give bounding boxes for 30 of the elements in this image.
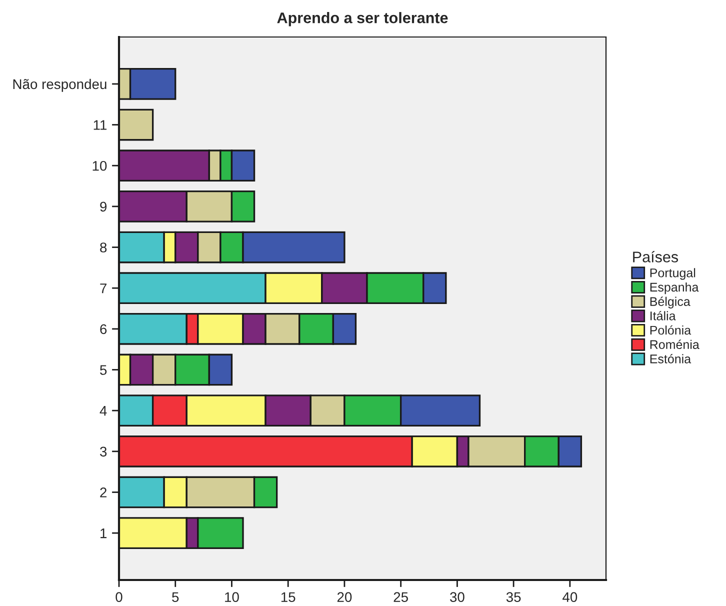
y-tick-label: 3 <box>100 446 107 457</box>
x-tick-label: 0 <box>116 592 122 602</box>
x-tick-label: 10 <box>225 592 239 602</box>
legend-label: Itália <box>650 310 676 320</box>
legend-label: Polónia <box>650 325 692 335</box>
x-tick-label: 5 <box>172 592 179 602</box>
y-tick-label: 1 <box>100 528 107 538</box>
chart-title: Aprendo a ser tolerante <box>277 12 448 26</box>
y-tick-label: 4 <box>100 406 107 416</box>
legend-label: Portugal <box>650 268 696 280</box>
x-tick-label: 15 <box>281 592 296 602</box>
x-tick-label: 35 <box>506 592 521 602</box>
y-tick-label: 7 <box>100 284 106 294</box>
y-tick-label: 5 <box>100 365 107 375</box>
x-tick-label: 40 <box>562 592 578 602</box>
legend-label: Bélgica <box>650 296 690 308</box>
y-tick-label: 8 <box>100 242 107 252</box>
y-tick-label: 11 <box>94 120 107 130</box>
legend-title: Países <box>633 250 678 262</box>
legend-label: Roménia <box>650 340 700 350</box>
x-tick-label: 30 <box>450 592 464 602</box>
y-tick-label: 2 <box>100 488 106 498</box>
x-tick-label: 20 <box>337 592 352 602</box>
y-tick-label: Não respondeu <box>13 78 106 92</box>
y-tick-label: 6 <box>100 324 107 334</box>
x-tick-label: 25 <box>394 592 408 602</box>
legend-label: Espanha <box>650 282 699 294</box>
y-tick-label: 10 <box>92 160 107 171</box>
legend-label: Estónia <box>650 354 692 364</box>
y-tick-label: 9 <box>100 202 107 212</box>
